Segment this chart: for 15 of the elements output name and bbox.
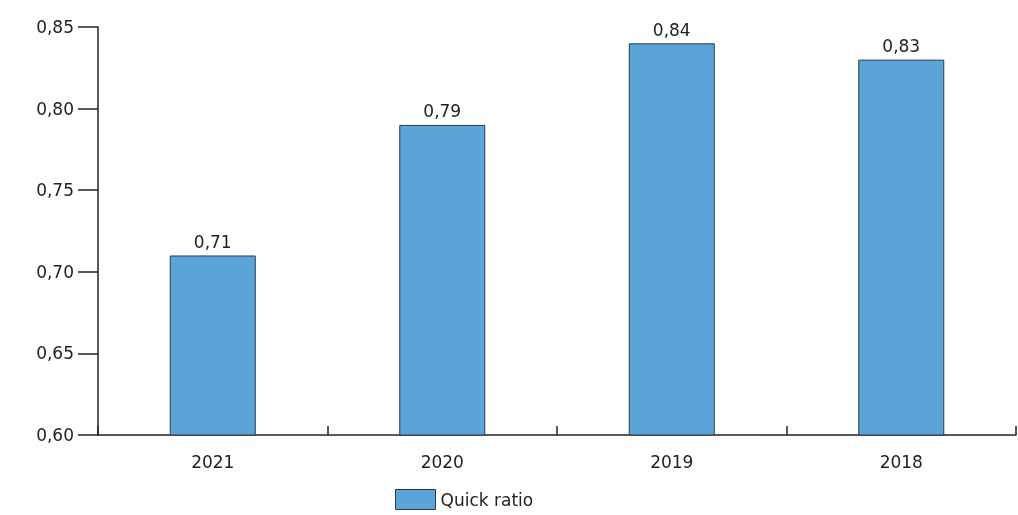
data-label: 0,71	[193, 231, 232, 252]
y-tick-label: 0,75	[36, 180, 74, 201]
data-label: 0,79	[423, 101, 462, 122]
data-label: 0,84	[652, 19, 691, 40]
x-tick-label: 2020	[420, 451, 464, 472]
x-tick-label: 2019	[650, 451, 694, 472]
y-tick-label: 0,65	[36, 343, 74, 364]
y-tick-label: 0,85	[36, 17, 74, 37]
y-tick-label: 0,60	[36, 425, 74, 445]
y-tick-label: 0,80	[36, 98, 74, 119]
x-tick-label: 2021	[191, 451, 235, 472]
x-tick-label: 2018	[879, 451, 923, 472]
data-label: 0,83	[882, 36, 921, 57]
legend-label: Quick ratio	[440, 489, 534, 510]
y-tick-label: 0,70	[36, 261, 74, 282]
